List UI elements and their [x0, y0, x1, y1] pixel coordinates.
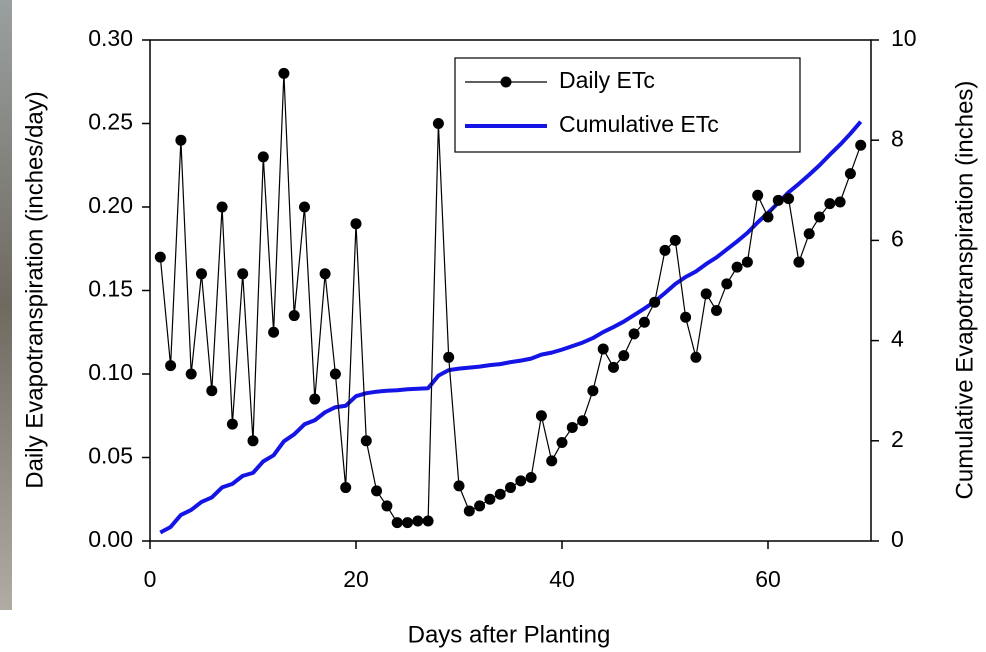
y-axis-title: Daily Evapotranspiration (inches/day) — [21, 91, 48, 489]
data-point — [783, 193, 795, 205]
data-point — [834, 196, 846, 208]
legend-box — [454, 57, 801, 153]
data-point — [340, 482, 352, 494]
data-point — [432, 118, 444, 129]
data-point — [237, 268, 249, 280]
data-point — [638, 316, 650, 328]
y2-tick-label: 6 — [891, 225, 904, 251]
data-point — [371, 485, 383, 497]
data-point — [855, 139, 867, 151]
data-point — [206, 385, 218, 397]
data-point — [484, 493, 496, 505]
data-point — [165, 360, 177, 372]
data-point — [669, 234, 681, 246]
data-point — [463, 505, 475, 517]
data-point — [196, 268, 207, 280]
data-point — [628, 328, 640, 340]
y-tick-label: 0.05 — [88, 443, 133, 469]
data-point — [587, 385, 599, 397]
data-point — [649, 296, 661, 308]
data-point — [741, 256, 753, 268]
data-point — [731, 261, 743, 273]
data-point — [608, 361, 619, 373]
data-point — [721, 278, 733, 290]
y2-tick-label: 10 — [891, 25, 917, 51]
x-tick-label: 20 — [343, 566, 369, 592]
data-point — [762, 211, 774, 223]
data-point — [793, 256, 805, 268]
data-point — [268, 326, 280, 338]
y2-tick-label: 2 — [891, 426, 904, 452]
data-point — [690, 351, 702, 363]
data-point — [319, 268, 331, 280]
data-point — [659, 244, 671, 256]
data-point — [453, 480, 465, 492]
data-point — [226, 418, 238, 430]
y-tick-label: 0.15 — [88, 276, 133, 302]
data-point — [803, 228, 815, 240]
data-point — [515, 475, 527, 487]
data-point — [299, 201, 310, 213]
data-point — [391, 517, 403, 529]
data-point — [360, 435, 372, 447]
data-point — [278, 67, 290, 79]
data-point — [566, 421, 578, 433]
data-point — [824, 198, 836, 210]
data-point — [381, 500, 393, 512]
y2-axis-title: Cumulative Evapotranspiration (inches) — [951, 81, 978, 500]
legend-marker — [500, 76, 512, 88]
data-point — [309, 393, 321, 405]
data-point — [257, 151, 269, 163]
data-point — [154, 251, 166, 263]
data-point — [329, 368, 341, 380]
data-point — [350, 218, 362, 230]
series-line — [159, 120, 863, 535]
data-point — [618, 350, 630, 362]
data-point — [505, 482, 516, 494]
data-point — [844, 168, 856, 180]
data-point — [680, 311, 692, 323]
y-tick-label: 0.30 — [88, 25, 133, 51]
y-tick-label: 0.25 — [88, 109, 133, 135]
data-point — [494, 488, 506, 500]
y2-tick-label: 8 — [891, 125, 904, 151]
y-tick-label: 0.00 — [88, 526, 133, 552]
data-point — [402, 517, 413, 529]
x-tick-label: 40 — [549, 566, 575, 592]
data-point — [814, 211, 825, 223]
photo-edge — [0, 0, 12, 610]
y-tick-label: 0.10 — [88, 359, 133, 385]
data-point — [412, 515, 424, 527]
data-point — [700, 288, 712, 300]
y2-tick-label: 0 — [891, 526, 904, 552]
data-point — [525, 472, 537, 484]
data-point — [216, 201, 228, 213]
data-point — [474, 500, 486, 512]
data-point — [185, 368, 197, 380]
data-point — [422, 515, 434, 527]
x-tick-label: 60 — [755, 566, 781, 592]
data-point — [556, 436, 568, 448]
data-point — [175, 134, 187, 146]
legend-label: Daily ETc — [559, 67, 655, 93]
data-point — [597, 343, 609, 355]
y2-tick-label: 4 — [891, 326, 904, 352]
data-point — [772, 194, 784, 206]
data-point — [752, 189, 764, 201]
x-axis-title: Days after Planting — [408, 621, 611, 648]
data-point — [443, 351, 455, 363]
y-tick-label: 0.20 — [88, 192, 133, 218]
data-point — [546, 455, 558, 467]
data-point — [535, 410, 547, 422]
x-tick-label: 0 — [144, 566, 157, 592]
data-point — [247, 435, 259, 447]
data-point — [711, 305, 722, 317]
data-point — [288, 310, 300, 322]
data-point — [577, 415, 589, 427]
legend-label: Cumulative ETc — [559, 111, 719, 137]
